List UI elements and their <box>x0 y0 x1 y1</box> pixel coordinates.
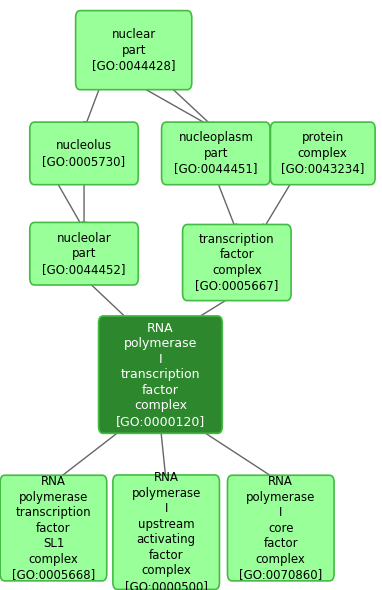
FancyBboxPatch shape <box>183 224 291 300</box>
FancyBboxPatch shape <box>30 122 138 185</box>
Text: nucleoplasm
part
[GO:0044451]: nucleoplasm part [GO:0044451] <box>174 132 257 175</box>
FancyBboxPatch shape <box>227 476 334 581</box>
Text: RNA
polymerase
I
upstream
activating
factor
complex
[GO:0000500]: RNA polymerase I upstream activating fac… <box>125 471 208 590</box>
FancyBboxPatch shape <box>0 476 107 581</box>
Text: nuclear
part
[GO:0044428]: nuclear part [GO:0044428] <box>92 28 175 72</box>
FancyBboxPatch shape <box>162 122 270 185</box>
Text: RNA
polymerase
I
transcription
factor
complex
[GO:0000120]: RNA polymerase I transcription factor co… <box>116 322 205 428</box>
Text: RNA
polymerase
I
core
factor
complex
[GO:0070860]: RNA polymerase I core factor complex [GO… <box>239 475 322 581</box>
Text: protein
complex
[GO:0043234]: protein complex [GO:0043234] <box>281 132 364 175</box>
FancyBboxPatch shape <box>270 122 375 185</box>
Text: nucleolus
[GO:0005730]: nucleolus [GO:0005730] <box>42 139 126 168</box>
FancyBboxPatch shape <box>113 475 219 589</box>
Text: transcription
factor
complex
[GO:0005667]: transcription factor complex [GO:0005667… <box>195 233 278 292</box>
FancyBboxPatch shape <box>76 11 192 90</box>
FancyBboxPatch shape <box>30 222 138 285</box>
Text: nucleolar
part
[GO:0044452]: nucleolar part [GO:0044452] <box>42 232 126 276</box>
FancyBboxPatch shape <box>99 316 222 433</box>
Text: RNA
polymerase
transcription
factor
SL1
complex
[GO:0005668]: RNA polymerase transcription factor SL1 … <box>12 475 95 581</box>
